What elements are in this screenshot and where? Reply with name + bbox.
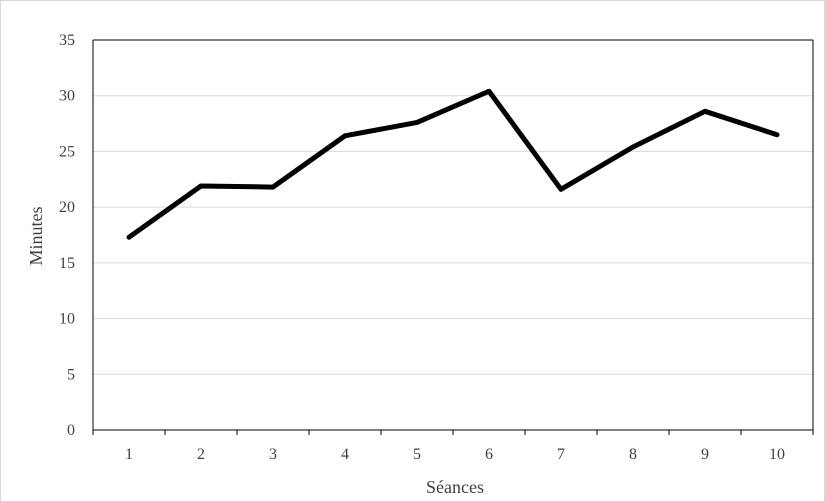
y-axis-tick-labels: 0 5 10 15 20 25 30 35 [59,32,75,439]
axes [92,39,814,435]
y-tick-label: 20 [59,199,75,216]
x-tick-label: 10 [769,446,785,463]
x-tick-label: 5 [413,446,421,463]
x-tick-label: 4 [341,446,349,463]
grid-lines [93,39,813,375]
x-tick-label: 9 [701,446,709,463]
y-tick-label: 25 [59,143,75,160]
y-tick-label: 0 [67,422,75,439]
y-tick-label: 10 [59,311,75,328]
y-tick-label: 30 [59,88,75,105]
y-tick-label: 15 [59,255,75,272]
y-axis-title: Minutes [26,206,46,265]
x-axis-tick-labels: 1 2 3 4 5 6 7 8 9 10 [125,446,785,463]
x-tick-label: 2 [197,446,205,463]
y-tick-label: 35 [59,32,75,49]
y-tick-label: 5 [67,366,75,383]
x-axis-title: Séances [426,477,484,497]
x-tick-label: 8 [629,446,637,463]
x-tick-label: 6 [485,446,493,463]
series-line-0 [126,88,780,240]
x-tick-label: 7 [557,446,565,463]
x-tick-label: 3 [269,446,277,463]
series [126,88,780,240]
x-tick-label: 1 [125,446,133,463]
